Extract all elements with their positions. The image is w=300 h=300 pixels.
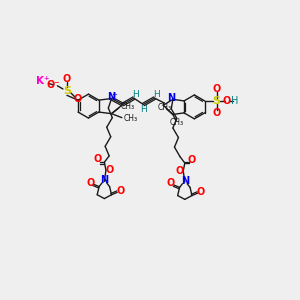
Text: O: O [196,187,205,196]
Text: O⁻: O⁻ [47,80,60,90]
Text: CH₃: CH₃ [158,103,172,112]
Text: CH₃: CH₃ [124,114,138,123]
Text: O: O [188,155,196,165]
Text: O: O [175,166,183,176]
Text: N: N [100,175,108,185]
Text: H: H [153,90,160,99]
Text: N: N [181,176,189,186]
Text: CH₃: CH₃ [120,102,134,111]
Text: O: O [106,165,114,175]
Text: H: H [140,105,147,114]
Text: O: O [212,84,221,94]
Text: H: H [231,96,239,106]
Text: CH₃: CH₃ [170,118,184,127]
Text: K⁺: K⁺ [36,76,50,86]
Text: O: O [212,108,221,118]
Text: O: O [116,186,124,196]
Text: O: O [63,74,71,84]
Text: N: N [167,93,175,103]
Text: S: S [63,85,71,96]
Text: O: O [93,154,101,164]
Text: +: + [112,92,118,98]
Text: H: H [132,90,139,99]
Text: S: S [213,96,221,106]
Text: O: O [86,178,94,188]
Text: N: N [107,92,115,102]
Text: O: O [73,94,81,103]
Text: O: O [223,96,231,106]
Text: O: O [167,178,175,188]
